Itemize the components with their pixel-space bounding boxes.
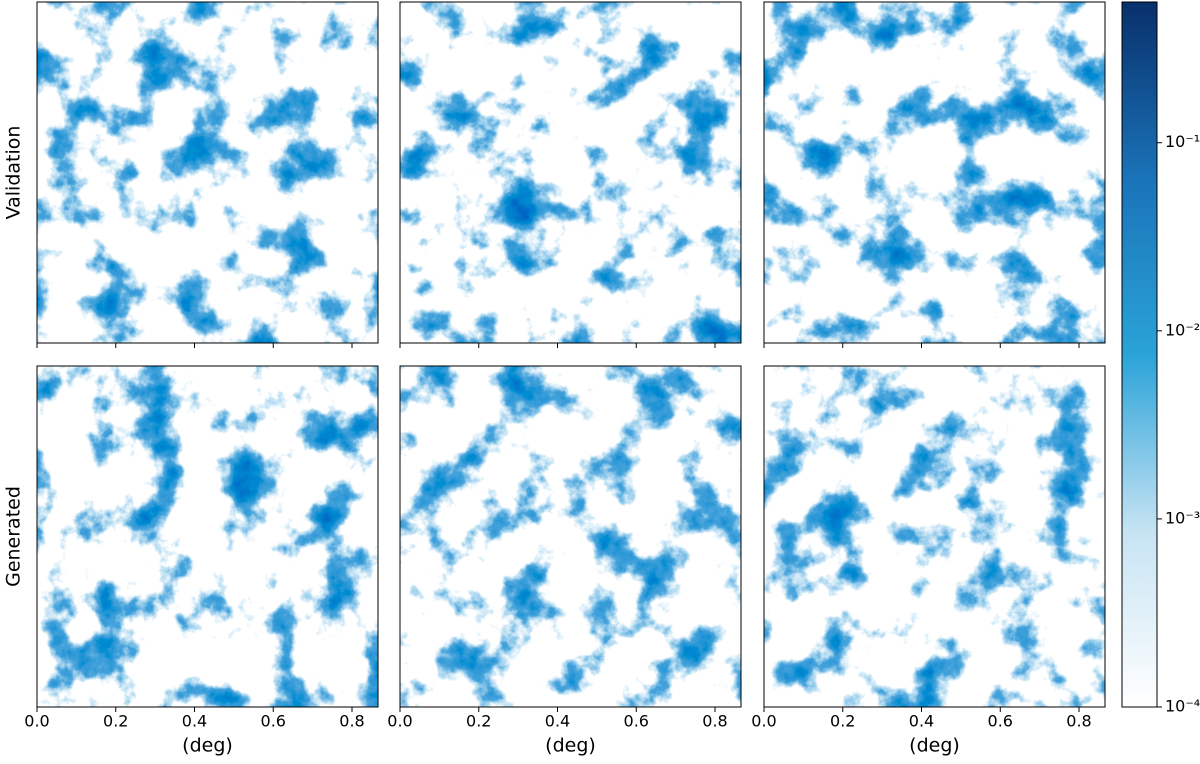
x-tick-label: 0.6 <box>988 712 1013 731</box>
x-tick-label: 0.2 <box>830 712 855 731</box>
x-tick-label: 0.6 <box>261 712 286 731</box>
x-tick-label: 0.8 <box>339 712 364 731</box>
x-axis-label: (deg) <box>545 735 596 757</box>
map-image <box>764 366 1105 707</box>
row-label: Generated <box>3 486 25 587</box>
x-tick-label: 0.0 <box>387 712 412 731</box>
panel-frame <box>399 1 742 344</box>
colorbar-tick-label: 10⁻³ <box>1165 508 1200 527</box>
x-tick-label: 0.8 <box>1066 712 1091 731</box>
map-image <box>400 2 741 343</box>
x-axis-label: (deg) <box>182 735 233 757</box>
panel-frame <box>36 365 379 708</box>
x-tick-label: 0.2 <box>466 712 491 731</box>
panel-frame <box>763 1 1106 344</box>
row-label: Validation <box>3 126 25 220</box>
panel-frame <box>399 365 742 708</box>
map-image <box>37 366 378 707</box>
x-tick-label: 0.0 <box>24 712 49 731</box>
map-image <box>764 2 1105 343</box>
panel-frame <box>36 1 379 344</box>
map-image <box>37 2 378 343</box>
x-tick-label: 0.0 <box>751 712 776 731</box>
colorbar-tick-label: 10⁻² <box>1165 320 1200 339</box>
map-image <box>400 366 741 707</box>
x-tick-label: 0.4 <box>182 712 207 731</box>
x-tick-label: 0.4 <box>909 712 934 731</box>
x-tick-label: 0.6 <box>624 712 649 731</box>
colorbar <box>1121 1 1158 708</box>
x-axis-label: (deg) <box>909 735 960 757</box>
panel-frame <box>763 365 1106 708</box>
colorbar-tick-label: 10⁻⁴ <box>1165 697 1200 716</box>
colorbar-tick-label: 10⁻¹ <box>1165 132 1200 151</box>
x-tick-label: 0.2 <box>103 712 128 731</box>
x-tick-label: 0.4 <box>545 712 570 731</box>
x-tick-label: 0.8 <box>702 712 727 731</box>
